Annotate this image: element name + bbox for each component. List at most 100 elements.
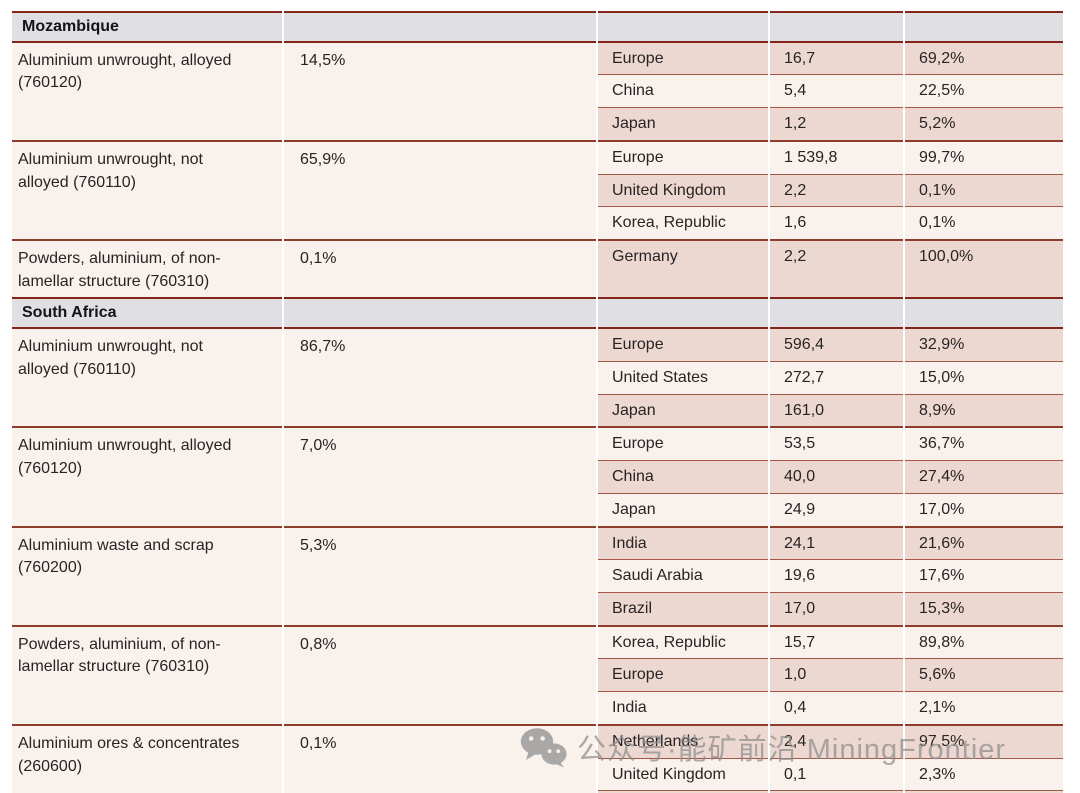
value-cell: 24,1 [770, 525, 903, 560]
value-cell: 40,0 [770, 460, 903, 493]
table-row: Aluminium unwrought, not alloyed (760110… [12, 139, 1063, 240]
country-cell: United Kingdom [598, 757, 768, 791]
section-header-cell [770, 297, 903, 330]
product-cell: Powders, aluminium, of non-lamellar stru… [12, 239, 282, 298]
value-cell: 19,6 [770, 559, 903, 592]
table-row: Powders, aluminium, of non-lamellar stru… [12, 239, 1063, 298]
product-cell: Aluminium ores & concentrates (260600) [12, 723, 282, 793]
country-cell: Lesotho [598, 790, 768, 793]
product-cell: Aluminium unwrought, alloyed (760120) [12, 42, 282, 140]
product-cell: Powders, aluminium, of non-lamellar stru… [12, 624, 282, 724]
pct-cell: 89,8% [905, 624, 1063, 659]
pct-cell: 22,5% [905, 74, 1063, 108]
country-cell: Netherlands [598, 723, 768, 758]
section-title: Mozambique [12, 11, 282, 43]
table-row: China 40,0 27,4% [12, 460, 1063, 493]
section-header-cell [284, 297, 596, 330]
share-cell: 0,8% [284, 624, 596, 724]
pct-cell: 2,3% [905, 757, 1063, 791]
table-row: Saudi Arabia 19,6 17,6% [12, 559, 1063, 592]
pct-cell: 5,2% [905, 107, 1063, 140]
share-cell: 7,0% [284, 426, 596, 526]
pct-cell: 0,1% [905, 206, 1063, 240]
section-header-south-africa: South Africa [12, 297, 1063, 330]
table-row: Japan 1,2 5,2% [12, 107, 1063, 140]
country-cell: United Kingdom [598, 173, 768, 207]
product-cell: Aluminium unwrought, alloyed (760120) [12, 426, 282, 526]
section-header-cell [284, 11, 596, 43]
table-row: India 0,4 2,1% [12, 691, 1063, 724]
country-cell: India [598, 525, 768, 560]
share-cell: 65,9% [284, 139, 596, 240]
table-row: Europe 1,0 5,6% [12, 658, 1063, 692]
pct-cell: 8,9% [905, 393, 1063, 427]
pct-cell: 100,0% [905, 239, 1063, 298]
section-title: South Africa [12, 297, 282, 330]
table-row: United Kingdom 0,1 2,3% [12, 757, 1063, 791]
value-cell: 15,7 [770, 624, 903, 659]
country-cell: Korea, Republic [598, 206, 768, 240]
value-cell: 16,7 [770, 42, 903, 75]
table-row: Japan 24,9 17,0% [12, 492, 1063, 526]
value-cell: 2,2 [770, 173, 903, 207]
share-cell: 0,1% [284, 239, 596, 298]
country-cell: Europe [598, 139, 768, 174]
country-cell: Korea, Republic [598, 624, 768, 659]
value-cell: 596,4 [770, 329, 903, 361]
pct-cell: 15,3% [905, 591, 1063, 625]
country-cell: Europe [598, 658, 768, 692]
country-cell: Japan [598, 107, 768, 140]
product-cell: Aluminium unwrought, not alloyed (760110… [12, 139, 282, 240]
export-table-container: Mozambique Aluminium unwrought, alloyed … [10, 11, 1065, 793]
product-cell: Aluminium waste and scrap (760200) [12, 525, 282, 625]
section-header-cell [770, 11, 903, 43]
table-row: Brazil 17,0 15,3% [12, 591, 1063, 625]
value-cell: 0,4 [770, 691, 903, 724]
pct-cell: 15,0% [905, 360, 1063, 394]
table-row: Aluminium unwrought, not alloyed (760110… [12, 329, 1063, 427]
pct-cell: 17,0% [905, 492, 1063, 526]
country-cell: Europe [598, 426, 768, 461]
section-header-cell [598, 11, 768, 43]
table-row: Korea, Republic 1,6 0,1% [12, 206, 1063, 240]
value-cell: 272,7 [770, 360, 903, 394]
pct-cell: 27,4% [905, 460, 1063, 493]
section-header-cell [905, 11, 1063, 43]
country-cell: China [598, 460, 768, 493]
value-cell: 2,2 [770, 239, 903, 298]
pct-cell: 17,6% [905, 559, 1063, 592]
country-cell: Brazil [598, 591, 768, 625]
section-header-cell [905, 297, 1063, 330]
pct-cell [905, 790, 1063, 793]
value-cell: 5,4 [770, 74, 903, 108]
value-cell: 0,1 [770, 757, 903, 791]
country-cell: India [598, 691, 768, 724]
table-row: United Kingdom 2,2 0,1% [12, 173, 1063, 207]
value-cell: 2,4 [770, 723, 903, 758]
pct-cell: 21,6% [905, 525, 1063, 560]
table-row: Aluminium waste and scrap (760200) 5,3% … [12, 525, 1063, 625]
share-cell: 5,3% [284, 525, 596, 625]
table-row: Aluminium ores & concentrates (260600) 0… [12, 723, 1063, 793]
pct-cell: 5,6% [905, 658, 1063, 692]
country-cell: United States [598, 360, 768, 394]
value-cell: 53,5 [770, 426, 903, 461]
table-row: Aluminium unwrought, alloyed (760120) 7,… [12, 426, 1063, 526]
value-cell: 1 539,8 [770, 139, 903, 174]
value-cell: 24,9 [770, 492, 903, 526]
pct-cell: 36,7% [905, 426, 1063, 461]
pct-cell: 32,9% [905, 329, 1063, 361]
share-cell: 0,1% [284, 723, 596, 793]
value-cell: 17,0 [770, 591, 903, 625]
pct-cell: 99,7% [905, 139, 1063, 174]
share-cell: 14,5% [284, 42, 596, 140]
export-table: Mozambique Aluminium unwrought, alloyed … [10, 11, 1065, 793]
product-cell: Aluminium unwrought, not alloyed (760110… [12, 329, 282, 427]
value-cell: 1,2 [770, 107, 903, 140]
table-row: Aluminium unwrought, alloyed (760120) 14… [12, 42, 1063, 140]
table-row: China 5,4 22,5% [12, 74, 1063, 108]
pct-cell: 2,1% [905, 691, 1063, 724]
pct-cell: 0,1% [905, 173, 1063, 207]
value-cell: Negligible [770, 790, 903, 793]
country-cell: Europe [598, 329, 768, 361]
